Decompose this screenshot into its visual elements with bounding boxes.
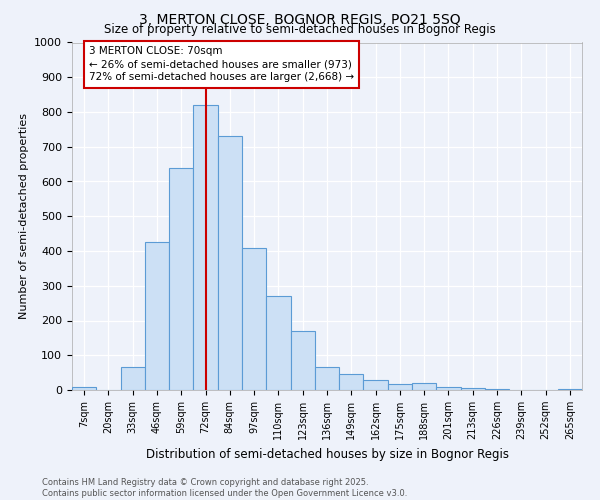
Bar	[72, 387, 96, 390]
Bar	[145, 242, 169, 390]
Bar	[315, 368, 339, 390]
Text: Size of property relative to semi-detached houses in Bognor Regis: Size of property relative to semi-detach…	[104, 22, 496, 36]
Bar	[461, 388, 485, 390]
Bar	[364, 380, 388, 390]
Bar	[290, 331, 315, 390]
Bar	[436, 387, 461, 390]
Bar	[242, 248, 266, 390]
Bar	[121, 368, 145, 390]
Text: Contains HM Land Registry data © Crown copyright and database right 2025.
Contai: Contains HM Land Registry data © Crown c…	[42, 478, 407, 498]
Bar	[388, 384, 412, 390]
Bar	[169, 168, 193, 390]
Bar	[266, 296, 290, 390]
Text: 3 MERTON CLOSE: 70sqm
← 26% of semi-detached houses are smaller (973)
72% of sem: 3 MERTON CLOSE: 70sqm ← 26% of semi-deta…	[89, 46, 354, 82]
Bar	[412, 383, 436, 390]
X-axis label: Distribution of semi-detached houses by size in Bognor Regis: Distribution of semi-detached houses by …	[146, 448, 509, 460]
Bar	[485, 389, 509, 390]
Y-axis label: Number of semi-detached properties: Number of semi-detached properties	[19, 114, 29, 320]
Bar	[193, 105, 218, 390]
Bar	[218, 136, 242, 390]
Text: 3, MERTON CLOSE, BOGNOR REGIS, PO21 5SQ: 3, MERTON CLOSE, BOGNOR REGIS, PO21 5SQ	[139, 12, 461, 26]
Bar	[339, 374, 364, 390]
